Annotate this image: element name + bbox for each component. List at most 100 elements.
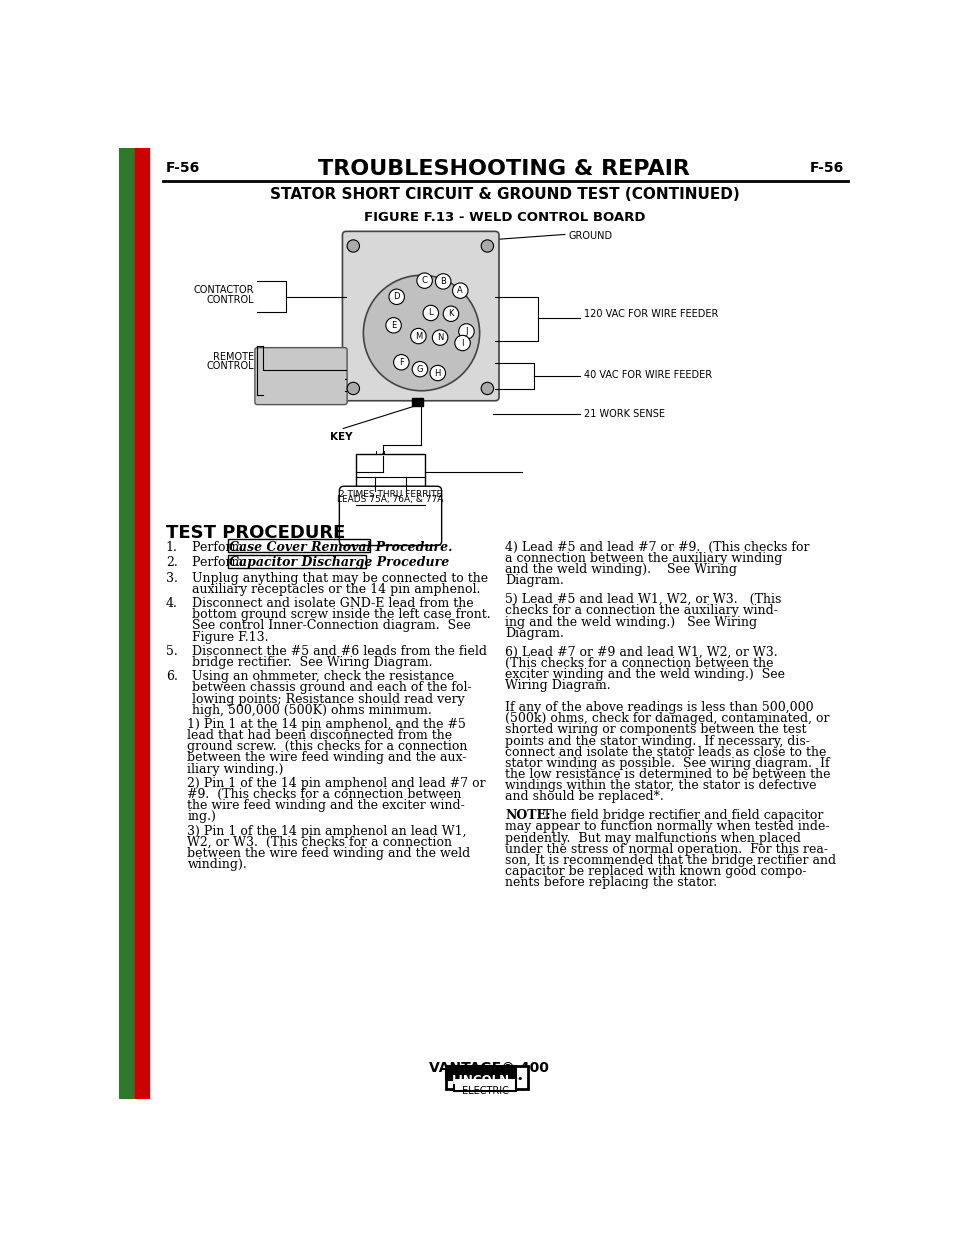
Text: 40 VAC FOR WIRE FEEDER: 40 VAC FOR WIRE FEEDER: [583, 370, 712, 380]
Text: VANTAGE® 400: VANTAGE® 400: [429, 1061, 548, 1074]
Text: LEADS 75A, 76A, & 77A: LEADS 75A, 76A, & 77A: [337, 495, 443, 504]
Text: (This checks for a connection between the: (This checks for a connection between th…: [505, 657, 773, 669]
Circle shape: [347, 240, 359, 252]
Circle shape: [363, 275, 479, 390]
Text: L: L: [428, 309, 433, 317]
Text: and the weld winding).    See Wiring: and the weld winding). See Wiring: [505, 563, 737, 577]
Text: the wire feed winding and the exciter wind-: the wire feed winding and the exciter wi…: [187, 799, 465, 813]
Circle shape: [430, 366, 445, 380]
Text: Return to Master TOC: Return to Master TOC: [137, 939, 146, 1032]
Text: Return to Master TOC: Return to Master TOC: [137, 482, 146, 576]
Text: 2.: 2.: [166, 556, 177, 569]
Circle shape: [443, 306, 458, 321]
FancyBboxPatch shape: [446, 1066, 528, 1089]
Text: LINCOLN: LINCOLN: [452, 1073, 510, 1087]
Circle shape: [435, 274, 451, 289]
Text: under the stress of normal operation.  For this rea-: under the stress of normal operation. Fo…: [505, 842, 827, 856]
Text: winding).: winding).: [187, 858, 247, 871]
Circle shape: [422, 305, 438, 321]
Bar: [134, 148, 149, 1099]
Text: N: N: [436, 333, 443, 342]
Text: pendently.  But may malfunctions when placed: pendently. But may malfunctions when pla…: [505, 831, 801, 845]
Text: Case Cover Removal Procedure.: Case Cover Removal Procedure.: [229, 541, 453, 555]
Text: W2, or W3.  (This checks for a connection: W2, or W3. (This checks for a connection: [187, 836, 452, 848]
Circle shape: [452, 283, 468, 299]
Text: CONTROL: CONTROL: [206, 362, 253, 372]
Text: lowing points; Resistance should read very: lowing points; Resistance should read ve…: [192, 693, 464, 705]
Text: STATOR SHORT CIRCUIT & GROUND TEST (CONTINUED): STATOR SHORT CIRCUIT & GROUND TEST (CONT…: [270, 186, 739, 201]
Text: A: A: [456, 287, 462, 295]
Text: K: K: [448, 309, 454, 319]
Text: 2 TIMES THRU FERRITE: 2 TIMES THRU FERRITE: [338, 489, 441, 499]
Text: the low resistance is determined to be between the: the low resistance is determined to be b…: [505, 768, 830, 781]
Text: B: B: [439, 277, 446, 287]
Text: 21 WORK SENSE: 21 WORK SENSE: [583, 409, 664, 419]
Text: GROUND: GROUND: [568, 231, 612, 241]
FancyBboxPatch shape: [454, 1078, 516, 1091]
Text: between the wire feed winding and the aux-: between the wire feed winding and the au…: [187, 751, 466, 764]
Text: Return to Master TOC: Return to Master TOC: [137, 700, 146, 794]
Text: connect and isolate the stator leads as close to the: connect and isolate the stator leads as …: [505, 746, 825, 758]
Text: C: C: [421, 277, 427, 285]
Text: 1.: 1.: [166, 541, 177, 555]
Circle shape: [455, 336, 470, 351]
Text: may appear to function normally when tested inde-: may appear to function normally when tes…: [505, 820, 829, 834]
Text: CONTACTOR: CONTACTOR: [193, 285, 253, 295]
Circle shape: [480, 383, 493, 395]
Text: E: E: [391, 321, 395, 330]
Text: son, It is recommended that the bridge rectifier and: son, It is recommended that the bridge r…: [505, 853, 836, 867]
Text: Diagram.: Diagram.: [505, 626, 563, 640]
Text: 6.: 6.: [166, 671, 177, 683]
Text: CONTROL: CONTROL: [206, 294, 253, 305]
Text: between chassis ground and each of the fol-: between chassis ground and each of the f…: [192, 682, 471, 694]
Text: stator winding as possible.  See wiring diagram.  If: stator winding as possible. See wiring d…: [505, 757, 829, 769]
Text: bottom ground screw inside the left case front.: bottom ground screw inside the left case…: [192, 609, 490, 621]
Text: 6) Lead #7 or #9 and lead W1, W2, or W3.: 6) Lead #7 or #9 and lead W1, W2, or W3.: [505, 646, 777, 658]
Circle shape: [412, 362, 427, 377]
Text: The field bridge rectifier and field capacitor: The field bridge rectifier and field cap…: [534, 809, 822, 823]
Text: windings within the stator, the stator is defective: windings within the stator, the stator i…: [505, 779, 816, 792]
Bar: [412, 399, 422, 406]
Text: ing and the weld winding.)   See Wiring: ing and the weld winding.) See Wiring: [505, 615, 757, 629]
Text: See control Inner-Connection diagram.  See: See control Inner-Connection diagram. Se…: [192, 620, 471, 632]
FancyBboxPatch shape: [342, 231, 498, 401]
Text: 4) Lead #5 and lead #7 or #9.  (This checks for: 4) Lead #5 and lead #7 or #9. (This chec…: [505, 541, 809, 555]
Text: Return to Section TOC: Return to Section TOC: [122, 699, 132, 795]
Text: 5) Lead #5 and lead W1, W2, or W3.   (This: 5) Lead #5 and lead W1, W2, or W3. (This: [505, 593, 781, 606]
Text: between the wire feed winding and the weld: between the wire feed winding and the we…: [187, 847, 470, 860]
Text: 120 VAC FOR WIRE FEEDER: 120 VAC FOR WIRE FEEDER: [583, 309, 718, 319]
Text: 3.: 3.: [166, 572, 177, 584]
Text: H: H: [435, 368, 440, 378]
FancyBboxPatch shape: [339, 487, 441, 546]
Text: ELECTRIC: ELECTRIC: [461, 1086, 508, 1095]
Text: Return to Section TOC: Return to Section TOC: [122, 272, 132, 368]
Text: F-56: F-56: [166, 161, 200, 174]
Text: L4: L4: [375, 451, 387, 461]
Circle shape: [394, 354, 409, 370]
Text: iliary winding.): iliary winding.): [187, 763, 284, 776]
Text: 3) Pin 1 of the 14 pin amphenol an lead W1,: 3) Pin 1 of the 14 pin amphenol an lead …: [187, 825, 466, 837]
Bar: [355, 454, 425, 490]
Text: KEY: KEY: [330, 431, 353, 442]
Text: 5.: 5.: [166, 645, 177, 658]
Circle shape: [432, 330, 447, 346]
Text: shorted wiring or components between the test: shorted wiring or components between the…: [505, 724, 806, 736]
Text: NOTE:: NOTE:: [505, 809, 550, 823]
Circle shape: [347, 383, 359, 395]
Circle shape: [389, 289, 404, 305]
Circle shape: [385, 317, 401, 333]
Text: checks for a connection the auxiliary wind-: checks for a connection the auxiliary wi…: [505, 604, 778, 618]
Text: •: •: [517, 1073, 523, 1084]
Text: bridge rectifier.  See Wiring Diagram.: bridge rectifier. See Wiring Diagram.: [192, 656, 432, 669]
Text: F-56: F-56: [809, 161, 843, 174]
Text: M: M: [415, 331, 421, 341]
Circle shape: [458, 324, 474, 340]
Text: TROUBLESHOOTING & REPAIR: TROUBLESHOOTING & REPAIR: [318, 159, 690, 179]
Bar: [119, 148, 134, 1099]
Circle shape: [480, 240, 493, 252]
Text: Perform: Perform: [192, 541, 247, 555]
Text: lead that had been disconnected from the: lead that had been disconnected from the: [187, 729, 452, 742]
Text: J: J: [465, 327, 467, 336]
Text: Diagram.: Diagram.: [505, 574, 563, 588]
Text: AMPHENOL 1: AMPHENOL 1: [364, 231, 432, 241]
